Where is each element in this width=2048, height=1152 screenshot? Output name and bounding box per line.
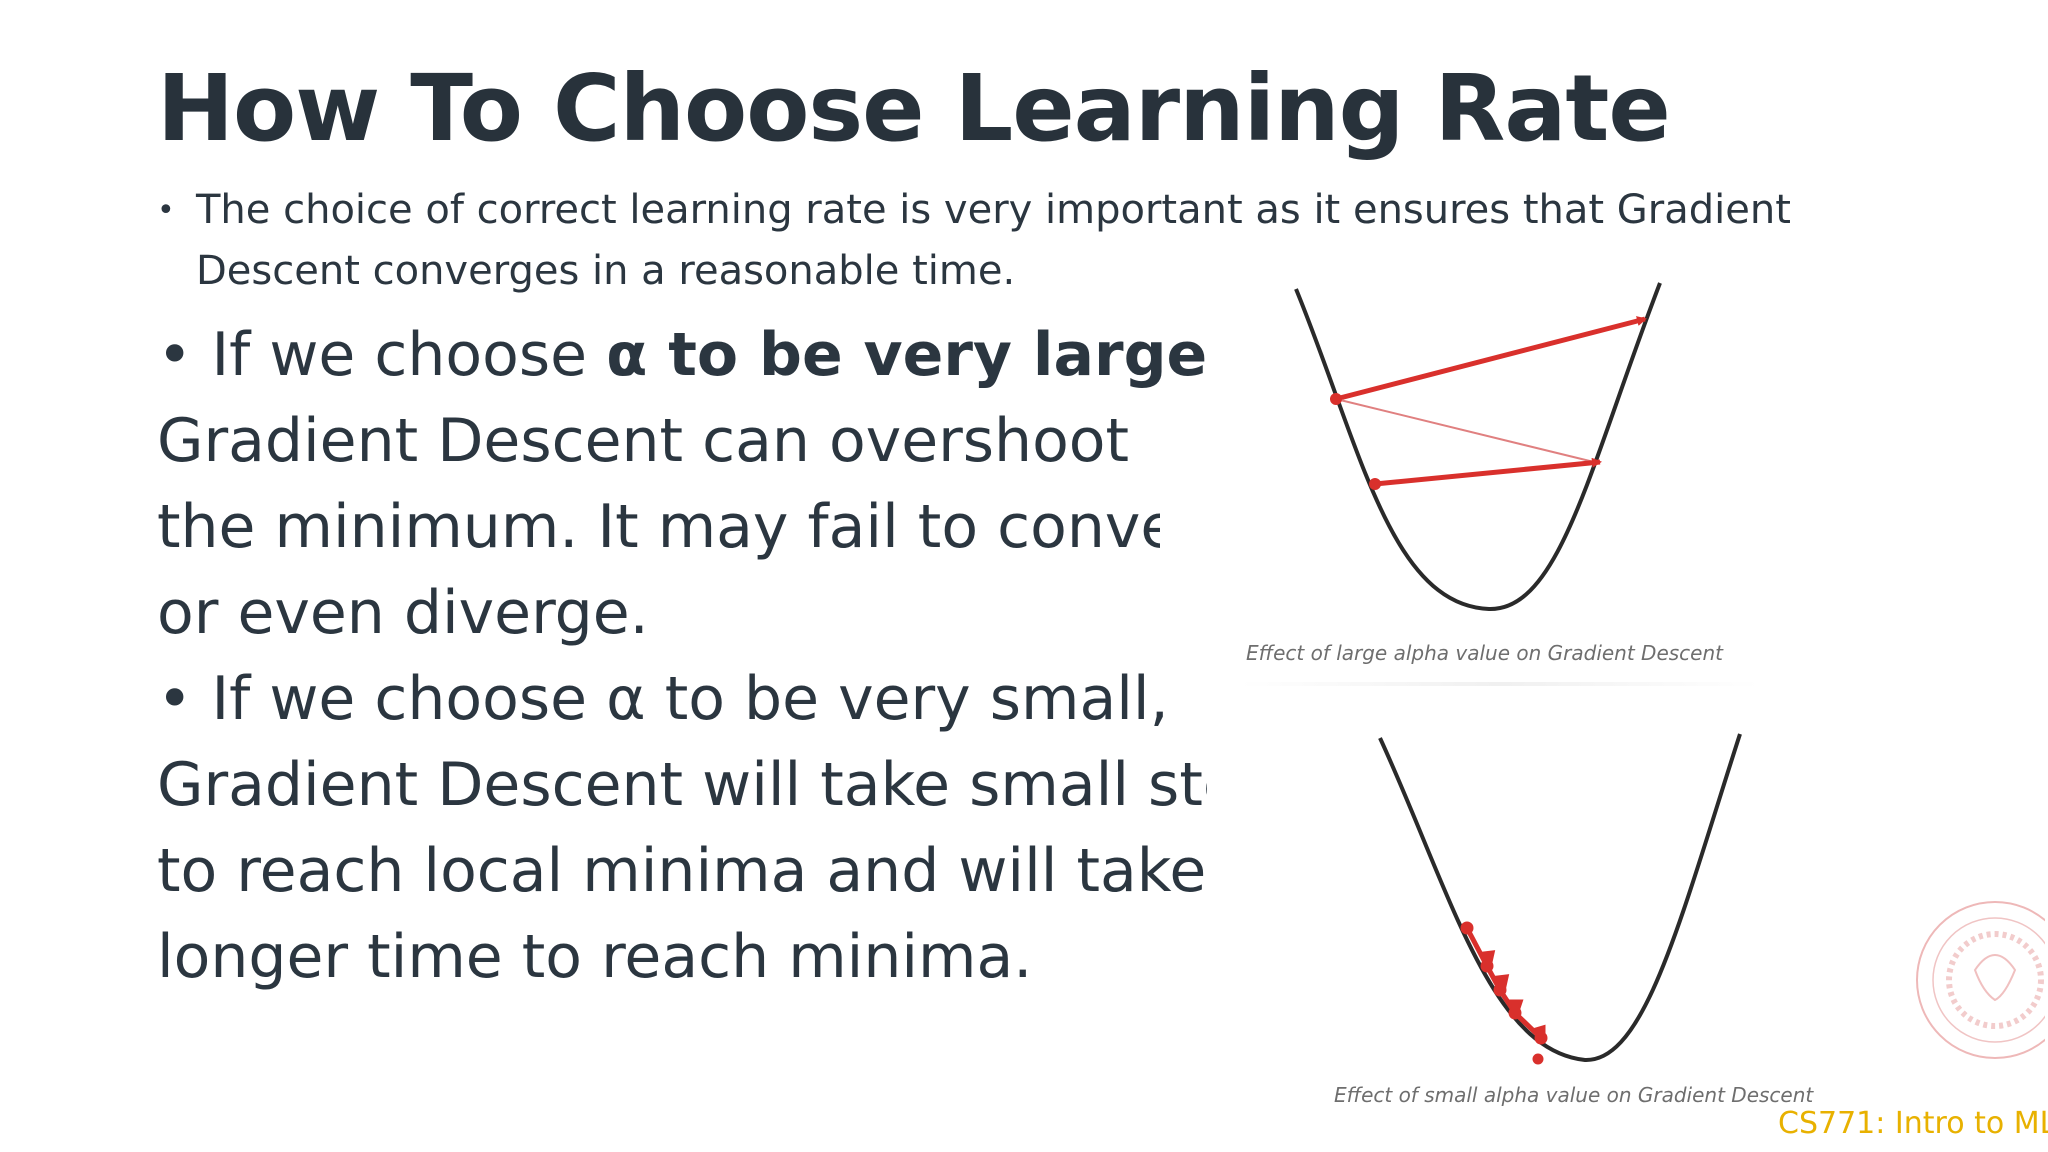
large-alpha-figure — [1240, 265, 1760, 625]
small-alpha-caption: Effect of small alpha value on Gradient … — [1334, 1083, 1814, 1107]
small-alpha-line-1-text: If we choose α to be very small, — [192, 664, 1169, 734]
bullet-marker: • — [157, 193, 175, 228]
cost-curve — [1378, 733, 1742, 1063]
step-arrow-1 — [1335, 316, 1647, 402]
figure-divider — [1240, 682, 1760, 686]
small-alpha-line-4: longer time to reach minima. — [157, 922, 1033, 992]
step-arrow-2 — [1335, 398, 1599, 464]
large-alpha-line-3: the minimum. It may fail to converge — [157, 492, 1160, 562]
step-point-2 — [1369, 478, 1381, 490]
large-alpha-caption: Effect of large alpha value on Gradient … — [1246, 641, 1724, 665]
intro-line-1: The choice of correct learning rate is v… — [196, 187, 1791, 233]
slide-title: How To Choose Learning Rate — [157, 55, 1671, 162]
small-alpha-line-2: Gradient Descent will take small steps — [157, 750, 1210, 820]
body-text: • If we choose α to be very large, Gradi… — [157, 312, 1207, 1000]
institute-seal-watermark — [1916, 901, 2045, 1059]
small-alpha-figure — [1340, 720, 1780, 1080]
small-alpha-diagram — [1378, 733, 1742, 1065]
small-steps — [1460, 921, 1548, 1065]
large-alpha-diagram — [1294, 282, 1662, 612]
step-arrow-3 — [1374, 457, 1602, 487]
cost-curve — [1294, 282, 1662, 612]
large-alpha-emphasis: α to be very large — [606, 320, 1208, 390]
bullet-marker: • — [157, 664, 193, 734]
bullet-marker: • — [157, 320, 193, 390]
small-alpha-line-1: • If we choose α to be very small, — [157, 656, 1207, 742]
large-alpha-line-4: or even diverge. — [157, 578, 649, 648]
small-alpha-line-3: to reach local minima and will take a — [157, 836, 1263, 906]
course-label: CS771: Intro to ML — [1778, 1106, 2048, 1141]
step-point-1 — [1330, 393, 1342, 405]
large-alpha-lead: If we choose — [192, 320, 607, 390]
intro-bullet: • The choice of correct learning rate is… — [157, 180, 1797, 302]
intro-line-2: Descent converges in a reasonable time. — [196, 248, 1016, 294]
small-alpha-bullet: • If we choose α to be very small, Gradi… — [157, 656, 1207, 1000]
large-alpha-bullet: • If we choose α to be very large, Gradi… — [157, 312, 1207, 656]
large-alpha-line-1: • If we choose α to be very large, — [157, 312, 1207, 398]
large-alpha-comma: , — [1207, 320, 1227, 390]
large-alpha-line-2: Gradient Descent can overshoot — [157, 406, 1130, 476]
